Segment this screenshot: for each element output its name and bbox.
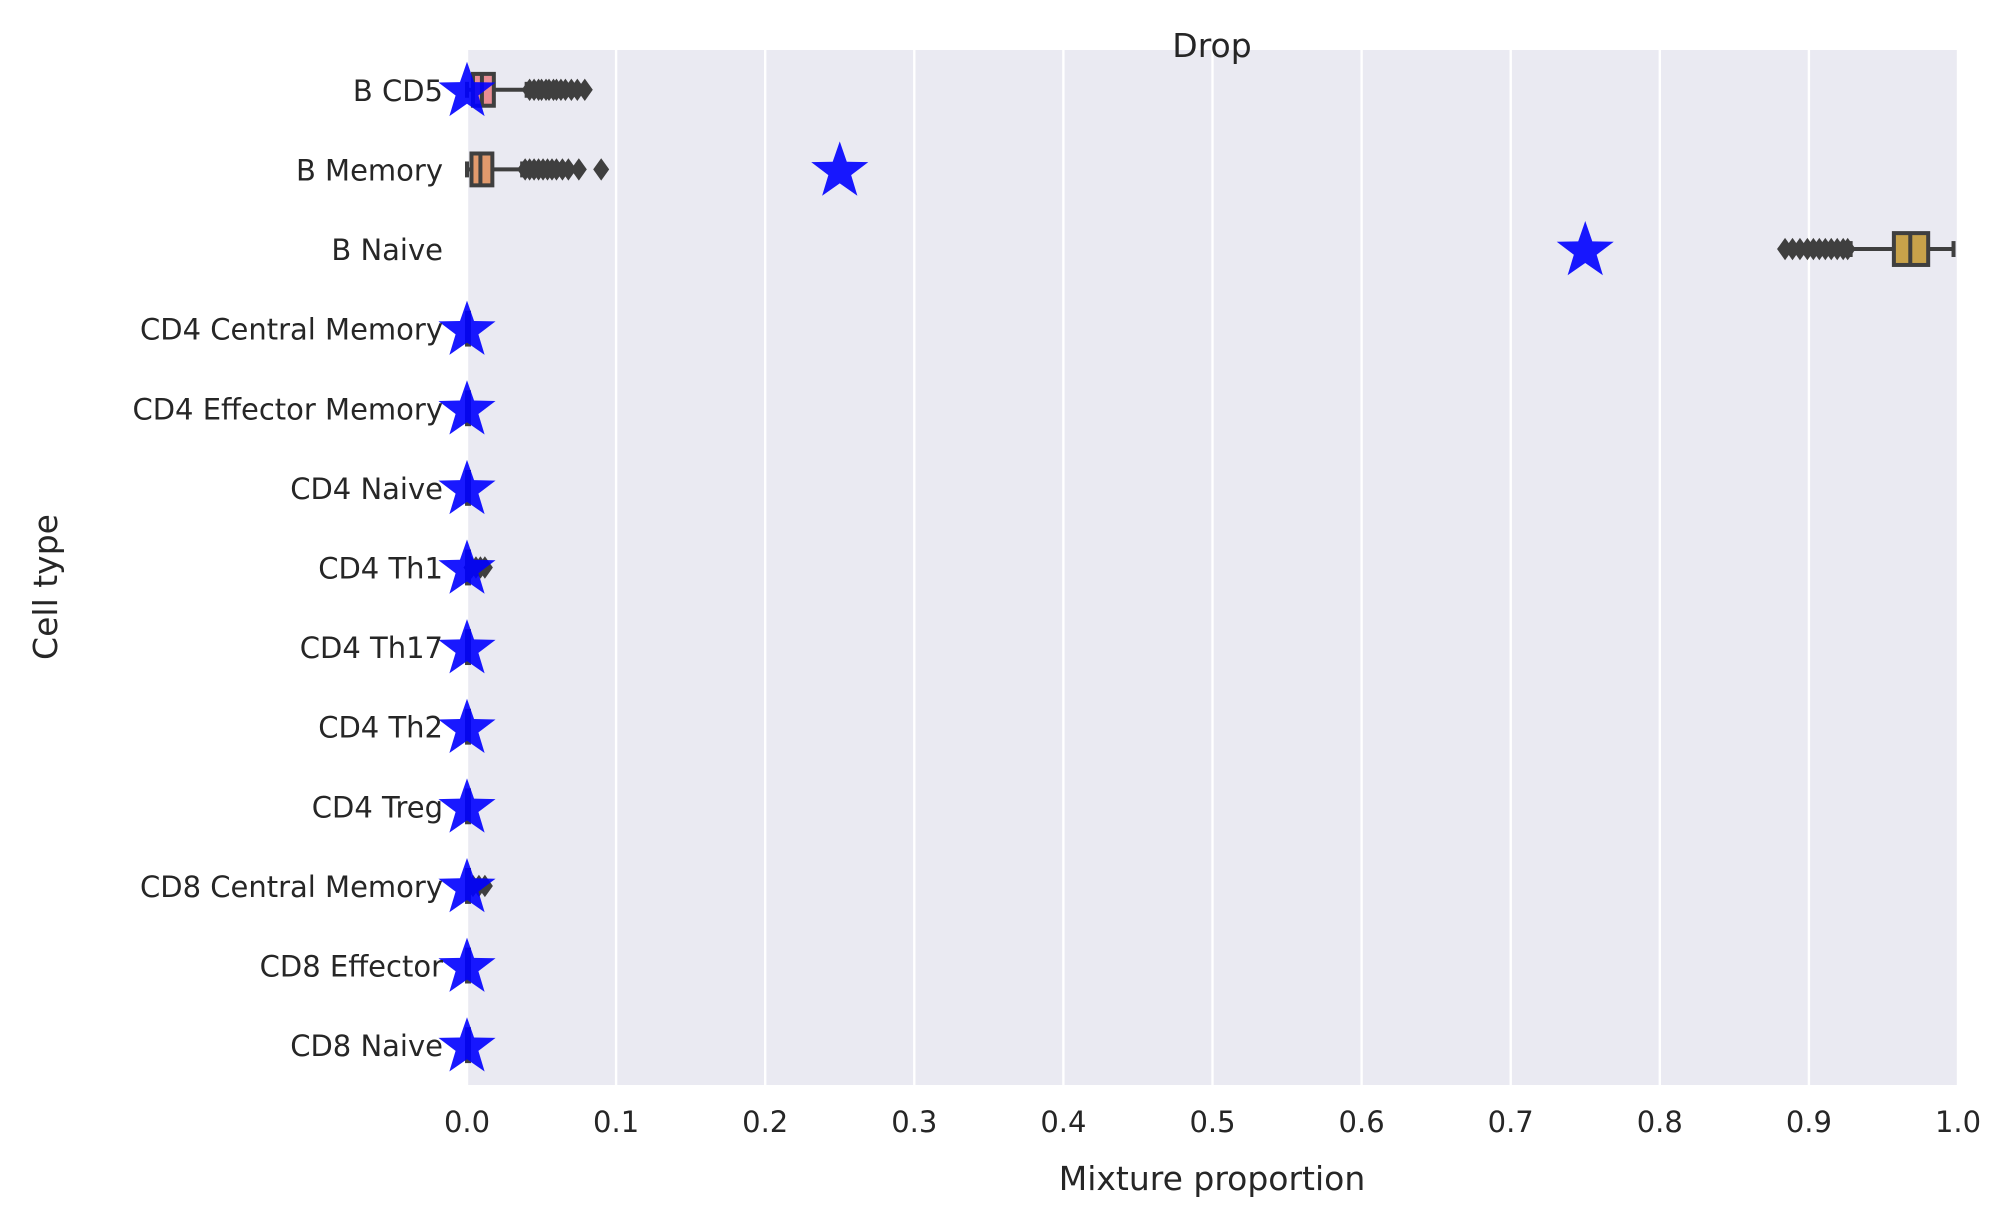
true-value-star — [438, 539, 496, 594]
true-value-star — [438, 698, 496, 753]
axis-ticks: 0.0 0.1 0.2 0.3 0.4 0.5 0.6 0.7 0.8 0.9 1.0 — [444, 1105, 1981, 1139]
y-tick-label: CD4 Central Memory — [140, 313, 443, 347]
x-tick-label: 0.5 — [1189, 1105, 1235, 1139]
true-value-star — [438, 937, 496, 992]
true-value-star — [438, 61, 496, 117]
y-tick-label: CD4 Th17 — [300, 631, 443, 665]
true-value-markers — [438, 61, 1614, 1072]
x-tick-label: 1.0 — [1935, 1105, 1981, 1139]
outlier-point — [560, 158, 577, 181]
true-value-star — [438, 857, 496, 913]
y-tick-label: B Naive — [331, 233, 443, 267]
true-value-star — [438, 300, 496, 355]
y-tick-label: B Memory — [296, 153, 443, 187]
y-tick-label: CD4 Th2 — [318, 711, 443, 745]
x-tick-label: 0.6 — [1339, 1105, 1385, 1139]
true-value-star — [438, 619, 496, 674]
true-value-star — [438, 459, 496, 515]
true-value-star — [438, 1017, 496, 1072]
outlier-point — [1839, 237, 1856, 261]
chart-title: Drop — [1172, 26, 1251, 65]
y-tick-labels: B CD5 B Memory B Naive CD4 Central Memory CD… — [132, 74, 443, 1063]
x-tick-label: 0.4 — [1040, 1105, 1086, 1139]
y-tick-label: CD8 Naive — [290, 1029, 443, 1063]
y-tick-label: CD4 Treg — [312, 790, 443, 824]
outlier-point — [576, 78, 593, 102]
y-tick-label: B CD5 — [353, 74, 443, 108]
outlier-point — [570, 158, 587, 181]
true-value-star — [811, 141, 869, 196]
y-tick-label: CD8 Effector — [260, 950, 443, 984]
x-tick-label: 0.1 — [593, 1105, 639, 1139]
y-tick-label: CD4 Naive — [290, 472, 443, 506]
x-tick-label: 0.2 — [742, 1105, 788, 1139]
y-tick-label: CD8 Central Memory — [140, 870, 443, 904]
y-tick-label: CD4 Effector Memory — [132, 392, 443, 426]
box-group — [1777, 231, 1956, 267]
true-value-star — [1556, 221, 1614, 276]
y-axis-label: Cell type — [26, 514, 65, 660]
x-tick-label: 0.0 — [444, 1105, 490, 1139]
x-tick-label: 0.3 — [891, 1105, 937, 1139]
x-tick-label: 0.8 — [1637, 1105, 1683, 1139]
true-value-star — [438, 380, 496, 435]
outlier-point — [593, 158, 610, 181]
true-value-star — [438, 778, 496, 833]
x-axis-label: Mixture proportion — [1059, 1159, 1366, 1198]
y-tick-label: CD4 Th1 — [318, 552, 443, 586]
x-tick-label: 0.9 — [1786, 1105, 1832, 1139]
grid-lines — [465, 50, 1960, 1085]
box-group — [465, 151, 610, 188]
x-tick-label: 0.7 — [1488, 1105, 1534, 1139]
